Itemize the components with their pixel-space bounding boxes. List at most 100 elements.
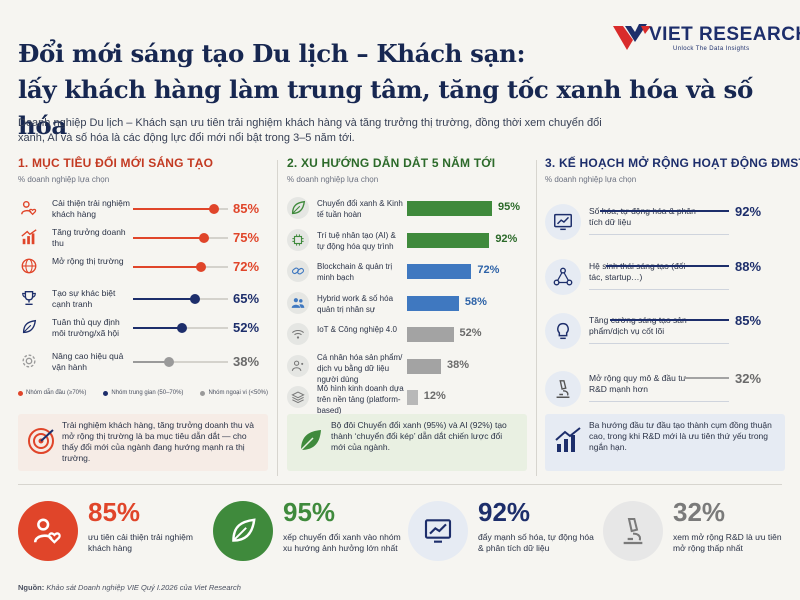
trend-row: Mô hình kinh doanh dựa trên nền tảng (pl… (287, 384, 527, 415)
section-title: 2. XU HƯỚNG DẪN DẮT 5 NĂM TỚI (287, 156, 496, 170)
bar-fill (133, 327, 183, 329)
bar-fill (133, 266, 202, 268)
legend-swatch (103, 390, 109, 396)
trend-value: 72% (477, 264, 500, 276)
legend-swatch (200, 390, 206, 396)
section-subtitle: % doanh nghiệp lựa chọn (545, 175, 637, 184)
bar-marker (177, 323, 188, 333)
plan-bar (610, 319, 729, 321)
stat-text: xem mở rộng R&D là ưu tiên mở rộng thấp … (673, 532, 782, 553)
insight-note: Ba hướng đầu tư đầu tạo thành cụm đồng t… (545, 414, 785, 471)
objective-row: Tuân thủ quy định môi trường/xã hội 52% (18, 315, 268, 343)
plan-value: 88% (735, 259, 762, 274)
page-title: Đổi mới sáng tạo Du lịch – Khách sạn: lấ… (18, 36, 800, 144)
plan-row: Số hóa, tự động hóa & phân tích dữ liệu9… (545, 204, 785, 244)
plan-value: 32% (735, 371, 762, 386)
trend-row: Trí tuệ nhân tạo (AI) & tự động hóa quy … (287, 228, 527, 258)
bar-marker (164, 357, 175, 367)
objective-row: Tăng trưởng doanh thu 75% (18, 225, 268, 253)
trend-value: 12% (423, 390, 446, 402)
trend-row: Hybrid work & số hóa quản trị nhân sự 58% (287, 291, 527, 321)
insight-note: Trải nghiệm khách hàng, tăng trưởng doan… (18, 414, 268, 471)
objective-value: 65% (233, 291, 260, 306)
stat-card: 85% ưu tiên cải thiện trải nghiệm khách h… (18, 495, 208, 575)
microscope-icon (545, 371, 581, 407)
leaf-icon (213, 501, 273, 561)
legend: Nhóm dẫn đầu (≥70%) Nhóm trung gian (50–… (18, 390, 268, 396)
objective-label: Nâng cao hiệu quả vận hành (52, 351, 124, 372)
trend-bar (407, 201, 492, 216)
trend-bar (407, 327, 454, 342)
legend-item: Nhóm ngoại vi (<50%) (200, 390, 268, 396)
stat-card: 95% xếp chuyển đổi xanh vào nhóm xu hướng… (213, 495, 403, 575)
bar-track (589, 234, 729, 235)
plan-label: Mở rộng quy mô & đầu tư R&D mạnh hơn (589, 373, 687, 394)
trend-label: IoT & Công nghiệp 4.0 (317, 325, 397, 334)
trend-row: IoT & Công nghiệp 4.0 52% (287, 322, 527, 352)
bar-marker (199, 233, 210, 243)
trend-bar (407, 358, 441, 374)
objective-row: Cải thiện trải nghiệm khách hàng 85% (18, 196, 268, 224)
insight-note: Bộ đôi Chuyển đổi xanh (95%) và AI (92%)… (287, 414, 527, 471)
section-expansion-plan: 3. KẾ HOẠCH MỞ RỘNG HOẠT ĐỘNG ĐMST % doa… (545, 156, 800, 476)
stat-card: 32% xem mở rộng R&D là ưu tiên mở rộng th… (603, 495, 793, 575)
objective-label: Tăng trưởng doanh thu (52, 227, 126, 248)
people-icon (287, 291, 309, 314)
bar-track (589, 289, 729, 290)
trend-label: Chuyển đổi xanh & Kinh tế tuần hoàn (317, 199, 403, 219)
note-text: Trải nghiệm khách hàng, tăng trưởng doan… (62, 420, 254, 463)
growth-chart-icon (555, 427, 581, 452)
objective-value: 85% (233, 201, 260, 216)
objective-value: 38% (233, 354, 260, 369)
analytics-icon (545, 204, 581, 240)
bar-marker (208, 204, 219, 214)
column-divider (536, 160, 537, 476)
stat-text: xếp chuyển đổi xanh vào nhóm xu hướng ản… (283, 532, 401, 553)
stat-value: 85% (88, 497, 141, 527)
section-trends: 2. XU HƯỚNG DẪN DẮT 5 NĂM TỚI % doanh ng… (287, 156, 527, 476)
bar-track (589, 401, 729, 402)
bar-fill (133, 208, 214, 210)
column-divider (277, 160, 278, 476)
objective-row: Tạo sự khác biệt cạnh tranh 65% (18, 286, 268, 314)
trend-bar (407, 295, 459, 311)
trend-row: Chuyển đổi xanh & Kinh tế tuần hoàn 95% (287, 196, 527, 226)
bar-fill (133, 361, 170, 363)
stat-text: đẩy mạnh số hóa, tự động hóa & phân tích… (478, 532, 594, 553)
title-line-1: Đổi mới sáng tạo Du lịch – Khách sạn: (18, 39, 526, 68)
trend-row: Cá nhân hóa sản phẩm/ dịch vụ bằng dữ li… (287, 352, 527, 384)
brand-tagline: Unlock The Data Insights (673, 46, 750, 52)
objective-label: Cải thiện trải nghiệm khách hàng (52, 198, 130, 219)
bar-marker (196, 262, 207, 272)
leaf-icon (18, 316, 40, 338)
brand-logo: VIET RESEARCH Unlock The Data Insights (611, 22, 800, 58)
bar-fill (133, 298, 195, 300)
objective-label: Mở rộng thị trường (52, 256, 124, 266)
plan-row: Mở rộng quy mô & đầu tư R&D mạnh hơn 32% (545, 371, 785, 411)
gear-icon (18, 350, 40, 372)
legend-item: Nhóm trung gian (50–70%) (103, 390, 183, 396)
bar-track (133, 361, 228, 363)
trend-label: Blockchain & quản trị minh bạch (317, 262, 393, 282)
trend-label: Cá nhân hóa sản phẩm/ dịch vụ bằng dữ li… (317, 352, 403, 384)
logo-mark-icon (613, 24, 651, 50)
stat-value: 92% (478, 497, 531, 527)
objective-label: Tạo sự khác biệt cạnh tranh (52, 288, 116, 309)
growth-chart-icon (18, 226, 40, 248)
wifi-icon (287, 323, 309, 345)
microscope-icon (603, 501, 663, 561)
heart-user-icon (18, 197, 40, 219)
leaf-icon (287, 197, 309, 219)
brand-name: VIET RESEARCH (649, 24, 800, 45)
section-title: 3. KẾ HOẠCH MỞ RỘNG HOẠT ĐỘNG ĐMST (545, 156, 800, 170)
trend-row: Blockchain & quản trị minh bạch 72% (287, 259, 527, 289)
plan-bar (684, 377, 729, 379)
globe-icon (18, 255, 40, 277)
trend-value: 58% (464, 295, 487, 308)
section-subtitle: % doanh nghiệp lựa chọn (287, 175, 379, 184)
chain-icon (287, 260, 309, 282)
trend-bar (407, 232, 490, 248)
objective-row: Mở rộng thị trường 72% (18, 254, 268, 282)
bar-track (589, 343, 729, 344)
